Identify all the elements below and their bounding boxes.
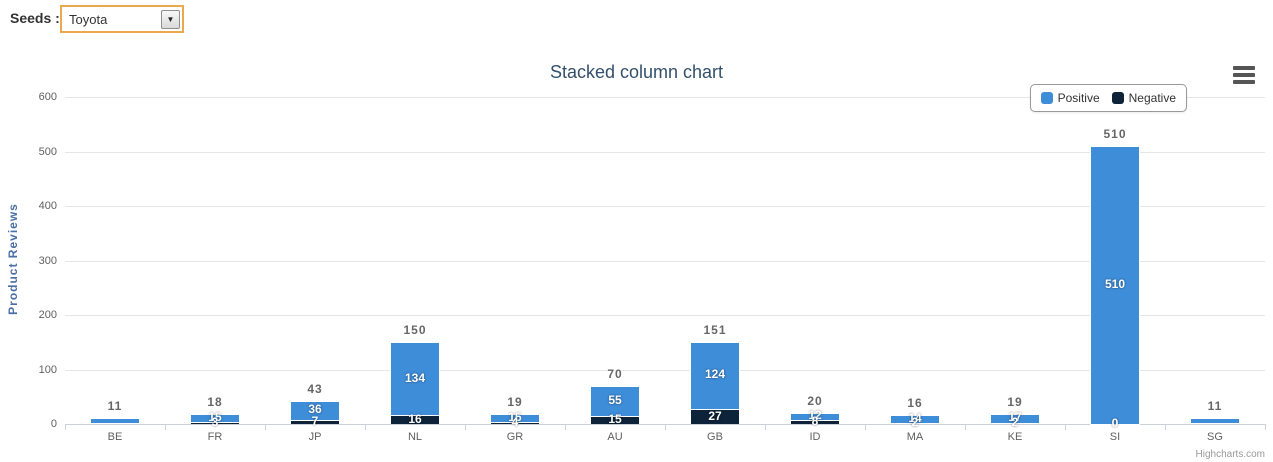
legend-swatch: [1040, 92, 1053, 104]
stack-total-label: 150: [403, 323, 427, 338]
x-axis-tick: [965, 424, 966, 430]
y-tick-label: 200: [38, 309, 57, 321]
x-axis-tick: [65, 424, 66, 430]
chevron-down-icon[interactable]: ▼: [161, 9, 180, 29]
hamburger-icon[interactable]: [1233, 66, 1255, 87]
stack-total-label: 11: [107, 399, 123, 413]
legend-label: Negative: [1128, 91, 1176, 105]
bar-segment-positive[interactable]: [1190, 418, 1240, 423]
x-axis-tick: [365, 424, 366, 430]
seeds-dropdown-value: Toyota: [69, 11, 108, 27]
x-axis-tick: [865, 424, 866, 430]
gridline: [65, 369, 1265, 371]
x-axis-tick: [1265, 424, 1266, 430]
stack-total-label: 16: [907, 396, 923, 411]
bar-segment-positive[interactable]: [990, 413, 1040, 423]
bar-segment-positive[interactable]: [790, 413, 840, 420]
stack-total-label: 43: [307, 381, 323, 396]
y-tick-label: 400: [38, 200, 57, 212]
bar-segment-negative[interactable]: [90, 423, 140, 425]
x-axis-tick: [1065, 424, 1066, 430]
gridline: [65, 315, 1265, 316]
y-tick-label: 300: [38, 254, 57, 267]
toolbar: Seeds : Toyota ▼: [0, 0, 1273, 38]
stacked-column-chart: Stacked column chart Product Reviews 0 10…: [0, 38, 1273, 462]
y-tick-label: 500: [38, 145, 57, 158]
x-axis-tick: [265, 424, 266, 430]
stack-total-label: 19: [1007, 394, 1023, 409]
x-axis-label: GR: [506, 431, 524, 443]
x-axis-tick: [565, 424, 566, 430]
chart-title: Stacked column chart: [549, 62, 724, 82]
stack-total-label: 20: [807, 394, 823, 409]
bar-segment-negative[interactable]: [190, 422, 240, 424]
bar-segment-positive[interactable]: [590, 385, 640, 416]
bar-segment-positive[interactable]: [390, 342, 440, 416]
bar-segment-negative[interactable]: [790, 419, 840, 424]
bar-segment-positive[interactable]: [290, 400, 340, 421]
x-axis-tick: [1165, 424, 1166, 430]
stack-total-label: 11: [1207, 399, 1223, 413]
chart-legend: Positive Negative: [1029, 84, 1187, 112]
seeds-label: Seeds :: [10, 10, 60, 26]
x-axis-label: AU: [607, 431, 623, 443]
bar-segment-negative[interactable]: [690, 409, 740, 424]
x-axis-label: ID: [809, 431, 821, 443]
x-axis-label: BE: [107, 431, 123, 443]
stack-total-label: 151: [703, 322, 727, 337]
gridline: [65, 151, 1265, 153]
bar-segment-positive[interactable]: [890, 415, 940, 423]
highcharts-credit[interactable]: Highcharts.com: [1195, 449, 1265, 460]
legend-item-negative[interactable]: Negative: [1111, 91, 1176, 105]
legend-label: Positive: [1057, 91, 1100, 105]
stack-total-label: 510: [1103, 127, 1127, 142]
x-axis-label: NL: [407, 431, 423, 443]
stack-total-label: 18: [207, 395, 223, 410]
gridline: [65, 97, 1265, 98]
y-tick-label: 600: [38, 91, 57, 103]
x-axis-tick: [465, 424, 466, 430]
bar-segment-positive[interactable]: [690, 341, 740, 410]
bar-segment-negative[interactable]: [590, 415, 640, 424]
bar-segment-positive[interactable]: [190, 414, 240, 423]
y-tick-label: 100: [38, 363, 57, 376]
y-tick-label: 0: [50, 418, 57, 430]
x-axis-label: SI: [1109, 431, 1121, 443]
bar-segment-negative[interactable]: [1090, 424, 1140, 425]
x-axis-label: GB: [707, 431, 723, 443]
bar-segment-positive[interactable]: [1090, 146, 1140, 424]
stack-total-label: 70: [607, 366, 623, 381]
x-axis-tick: [765, 424, 766, 430]
seeds-dropdown[interactable]: Toyota ▼: [60, 5, 184, 33]
x-axis-tick: [165, 424, 166, 430]
bar-segment-negative[interactable]: [490, 421, 540, 424]
x-axis-label: SG: [1207, 431, 1223, 443]
legend-item-positive[interactable]: Positive: [1040, 91, 1100, 105]
x-axis-label: JP: [308, 431, 322, 443]
bar-segment-negative[interactable]: [1190, 422, 1240, 424]
bar-segment-negative[interactable]: [890, 422, 940, 424]
bar-segment-negative[interactable]: [990, 422, 1040, 424]
gridline: [65, 206, 1265, 207]
bar-segment-negative[interactable]: [290, 420, 340, 424]
x-axis-label: KE: [1007, 431, 1023, 443]
x-axis-label: FR: [207, 431, 223, 443]
x-axis-tick: [665, 424, 666, 430]
gridline: [65, 260, 1265, 262]
bar-segment-positive[interactable]: [490, 413, 540, 422]
bar-segment-negative[interactable]: [390, 415, 440, 424]
legend-swatch: [1111, 92, 1124, 104]
stack-total-label: 19: [507, 394, 523, 409]
x-axis-label: MA: [906, 431, 924, 443]
bar-segment-positive[interactable]: [90, 418, 140, 424]
